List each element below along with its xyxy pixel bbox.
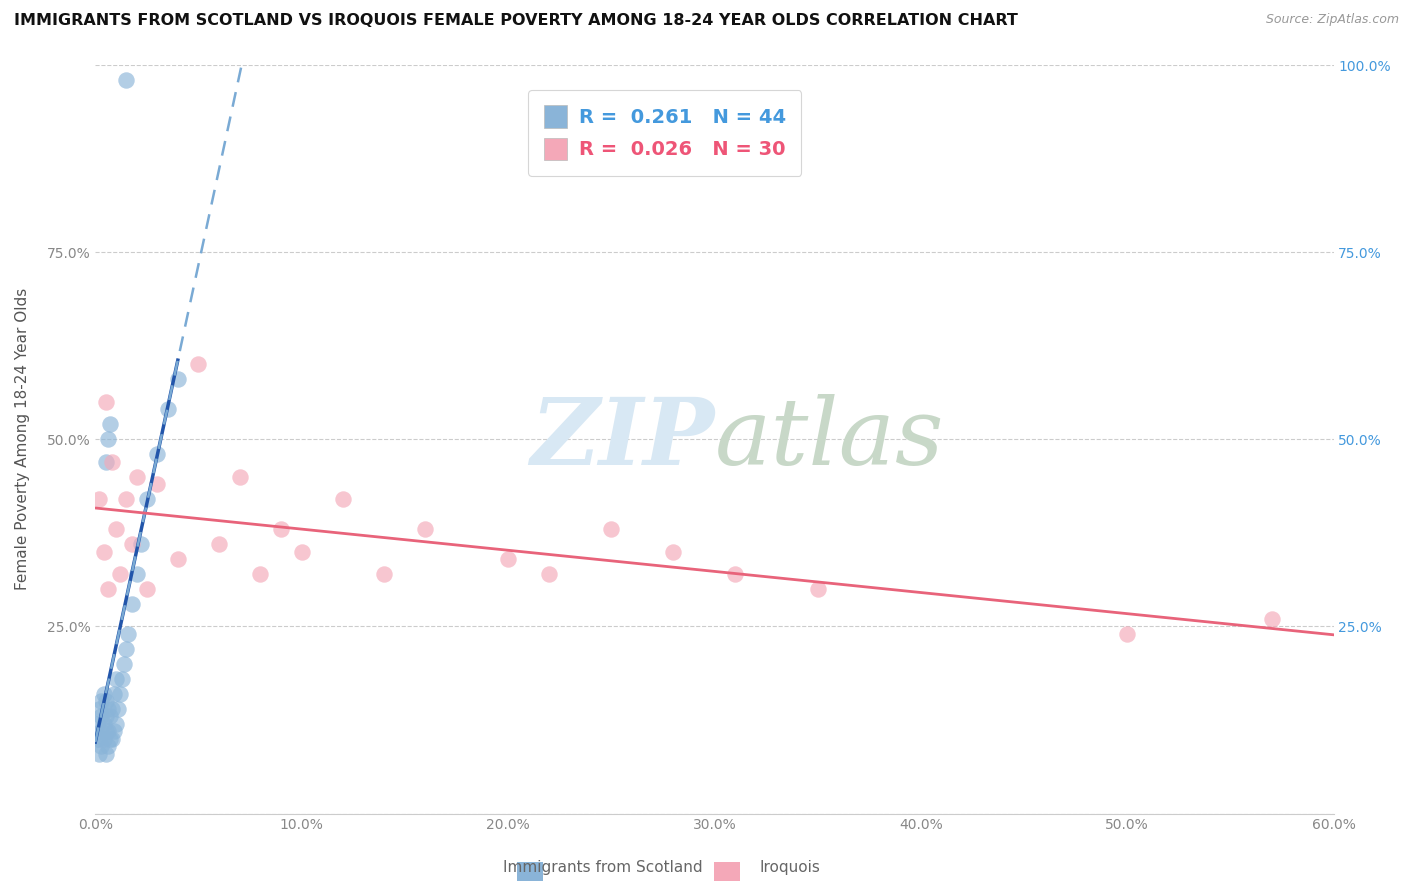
Point xyxy=(125,469,148,483)
Point xyxy=(94,724,117,739)
Point xyxy=(93,544,115,558)
Point xyxy=(89,492,111,507)
Point xyxy=(187,358,209,372)
Point xyxy=(146,477,169,491)
Point xyxy=(270,522,292,536)
Point xyxy=(86,731,108,746)
Point xyxy=(146,447,169,461)
Point xyxy=(291,544,314,558)
Point xyxy=(115,641,138,656)
Point xyxy=(104,716,127,731)
Point xyxy=(93,716,115,731)
Text: Iroquois: Iroquois xyxy=(759,861,820,875)
Point xyxy=(94,709,117,723)
Point xyxy=(121,597,143,611)
Point xyxy=(101,455,124,469)
Y-axis label: Female Poverty Among 18-24 Year Olds: Female Poverty Among 18-24 Year Olds xyxy=(15,288,30,591)
Point xyxy=(332,492,354,507)
Point xyxy=(89,747,111,761)
Point xyxy=(112,657,135,671)
Point xyxy=(135,582,157,596)
Point xyxy=(90,709,112,723)
Point xyxy=(129,537,152,551)
Point xyxy=(166,552,188,566)
Point xyxy=(97,702,120,716)
Text: atlas: atlas xyxy=(714,394,943,484)
Point xyxy=(94,395,117,409)
Point xyxy=(724,567,747,582)
Legend: R =  0.261   N = 44, R =  0.026   N = 30: R = 0.261 N = 44, R = 0.026 N = 30 xyxy=(529,90,801,176)
Point xyxy=(101,731,124,746)
Point xyxy=(86,716,108,731)
Point xyxy=(94,747,117,761)
Point xyxy=(229,469,252,483)
Point xyxy=(104,522,127,536)
Point xyxy=(90,739,112,754)
Point xyxy=(156,402,179,417)
Text: Immigrants from Scotland: Immigrants from Scotland xyxy=(503,861,703,875)
Point xyxy=(208,537,231,551)
Point xyxy=(538,567,561,582)
Point xyxy=(662,544,685,558)
Point xyxy=(415,522,437,536)
Point xyxy=(107,702,129,716)
Point xyxy=(94,694,117,708)
Point xyxy=(90,694,112,708)
Text: Source: ZipAtlas.com: Source: ZipAtlas.com xyxy=(1265,13,1399,27)
Point xyxy=(89,731,111,746)
Point xyxy=(94,455,117,469)
Point xyxy=(103,687,125,701)
Text: ZIP: ZIP xyxy=(530,394,714,484)
Point xyxy=(806,582,828,596)
Point xyxy=(115,492,138,507)
Point xyxy=(166,372,188,386)
Text: IMMIGRANTS FROM SCOTLAND VS IROQUOIS FEMALE POVERTY AMONG 18-24 YEAR OLDS CORREL: IMMIGRANTS FROM SCOTLAND VS IROQUOIS FEM… xyxy=(14,13,1018,29)
Point xyxy=(98,731,121,746)
Point xyxy=(1116,627,1139,641)
Point xyxy=(98,417,121,432)
Point xyxy=(97,433,120,447)
Point xyxy=(117,627,139,641)
Point xyxy=(108,687,131,701)
Point xyxy=(90,724,112,739)
Point xyxy=(600,522,623,536)
Point xyxy=(93,731,115,746)
Point xyxy=(97,739,120,754)
Point xyxy=(101,702,124,716)
Point xyxy=(97,724,120,739)
Point xyxy=(1260,612,1282,626)
Point xyxy=(249,567,271,582)
Point xyxy=(135,492,157,507)
Point xyxy=(125,567,148,582)
Point xyxy=(108,567,131,582)
Point xyxy=(103,724,125,739)
Point xyxy=(104,672,127,686)
Point xyxy=(496,552,519,566)
Point xyxy=(115,73,138,87)
Point xyxy=(121,537,143,551)
Point xyxy=(373,567,395,582)
Point xyxy=(97,582,120,596)
Point xyxy=(89,702,111,716)
Point xyxy=(93,687,115,701)
Point xyxy=(98,709,121,723)
Point xyxy=(111,672,134,686)
